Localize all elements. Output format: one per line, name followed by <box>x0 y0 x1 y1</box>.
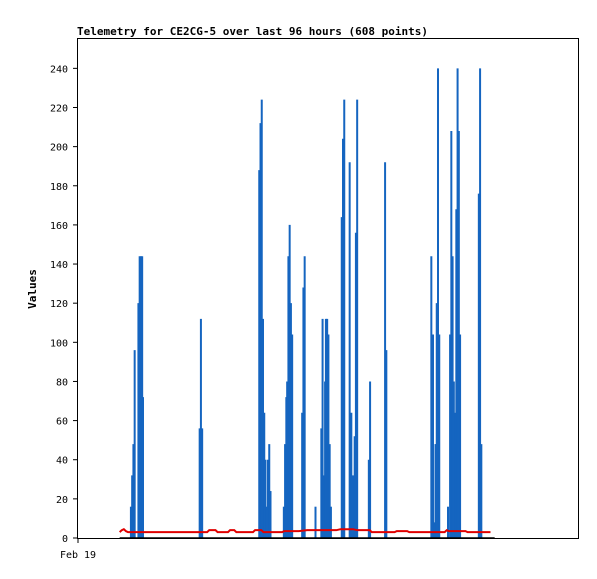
y-tick-label: 0 <box>62 534 68 545</box>
baseline-series-line <box>118 528 491 534</box>
y-tick-label: 120 <box>50 299 68 310</box>
y-tick-label: 160 <box>50 221 68 232</box>
y-tick-label: 20 <box>56 495 68 506</box>
spike-series <box>129 68 483 538</box>
y-tick-label: 80 <box>56 377 68 388</box>
y-tick-label: 140 <box>50 260 68 271</box>
x-tick-label: Feb 19 <box>60 550 96 561</box>
chart-title: Telemetry for CE2CG-5 over last 96 hours… <box>77 25 428 38</box>
y-tick-label: 100 <box>50 338 68 349</box>
series-layer <box>118 68 495 539</box>
x-axis-ticks: Feb 19 <box>60 538 96 561</box>
y-tick-label: 220 <box>50 103 68 114</box>
y-axis-ticks: 0 20 40 60 80 100 120 140 160 180 200 220 240 <box>50 64 78 545</box>
y-tick-label: 40 <box>56 456 68 467</box>
y-tick-label: 240 <box>50 64 68 75</box>
y-tick-label: 180 <box>50 182 68 193</box>
y-tick-label: 60 <box>56 417 68 428</box>
y-tick-label: 200 <box>50 143 68 154</box>
y-axis-label: Values <box>26 269 39 309</box>
